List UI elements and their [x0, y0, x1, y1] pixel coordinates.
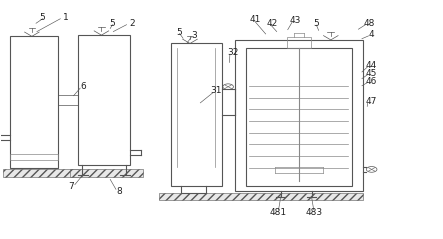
Bar — [10, 36, 58, 168]
Text: 5: 5 — [40, 13, 46, 22]
Bar — [287, 37, 311, 48]
Text: 483: 483 — [305, 208, 322, 217]
Bar — [58, 95, 78, 105]
Text: 8: 8 — [116, 187, 122, 196]
Text: 1: 1 — [63, 13, 69, 22]
Text: 6: 6 — [81, 82, 86, 91]
Text: 32: 32 — [227, 48, 238, 57]
Text: 481: 481 — [270, 208, 287, 217]
Text: 43: 43 — [290, 16, 301, 25]
Text: 7: 7 — [69, 182, 74, 191]
Text: 5: 5 — [176, 27, 182, 37]
Bar — [171, 43, 222, 186]
Text: 41: 41 — [249, 15, 261, 24]
Bar — [235, 40, 363, 191]
Text: 4: 4 — [369, 30, 374, 39]
Text: 2: 2 — [129, 19, 135, 28]
Text: 5: 5 — [109, 19, 115, 28]
Bar — [246, 48, 352, 186]
Text: 44: 44 — [366, 61, 377, 70]
Text: 5: 5 — [314, 19, 319, 28]
Text: 42: 42 — [267, 19, 278, 28]
Text: 45: 45 — [366, 69, 377, 78]
Bar — [70, 169, 144, 177]
Bar — [78, 35, 130, 165]
Text: 47: 47 — [366, 97, 377, 106]
Bar — [159, 193, 363, 200]
Text: 3: 3 — [191, 31, 197, 40]
Text: 31: 31 — [210, 87, 222, 96]
Text: 46: 46 — [366, 76, 377, 86]
Text: 48: 48 — [364, 19, 375, 28]
Bar — [10, 154, 58, 160]
Bar — [3, 169, 78, 177]
